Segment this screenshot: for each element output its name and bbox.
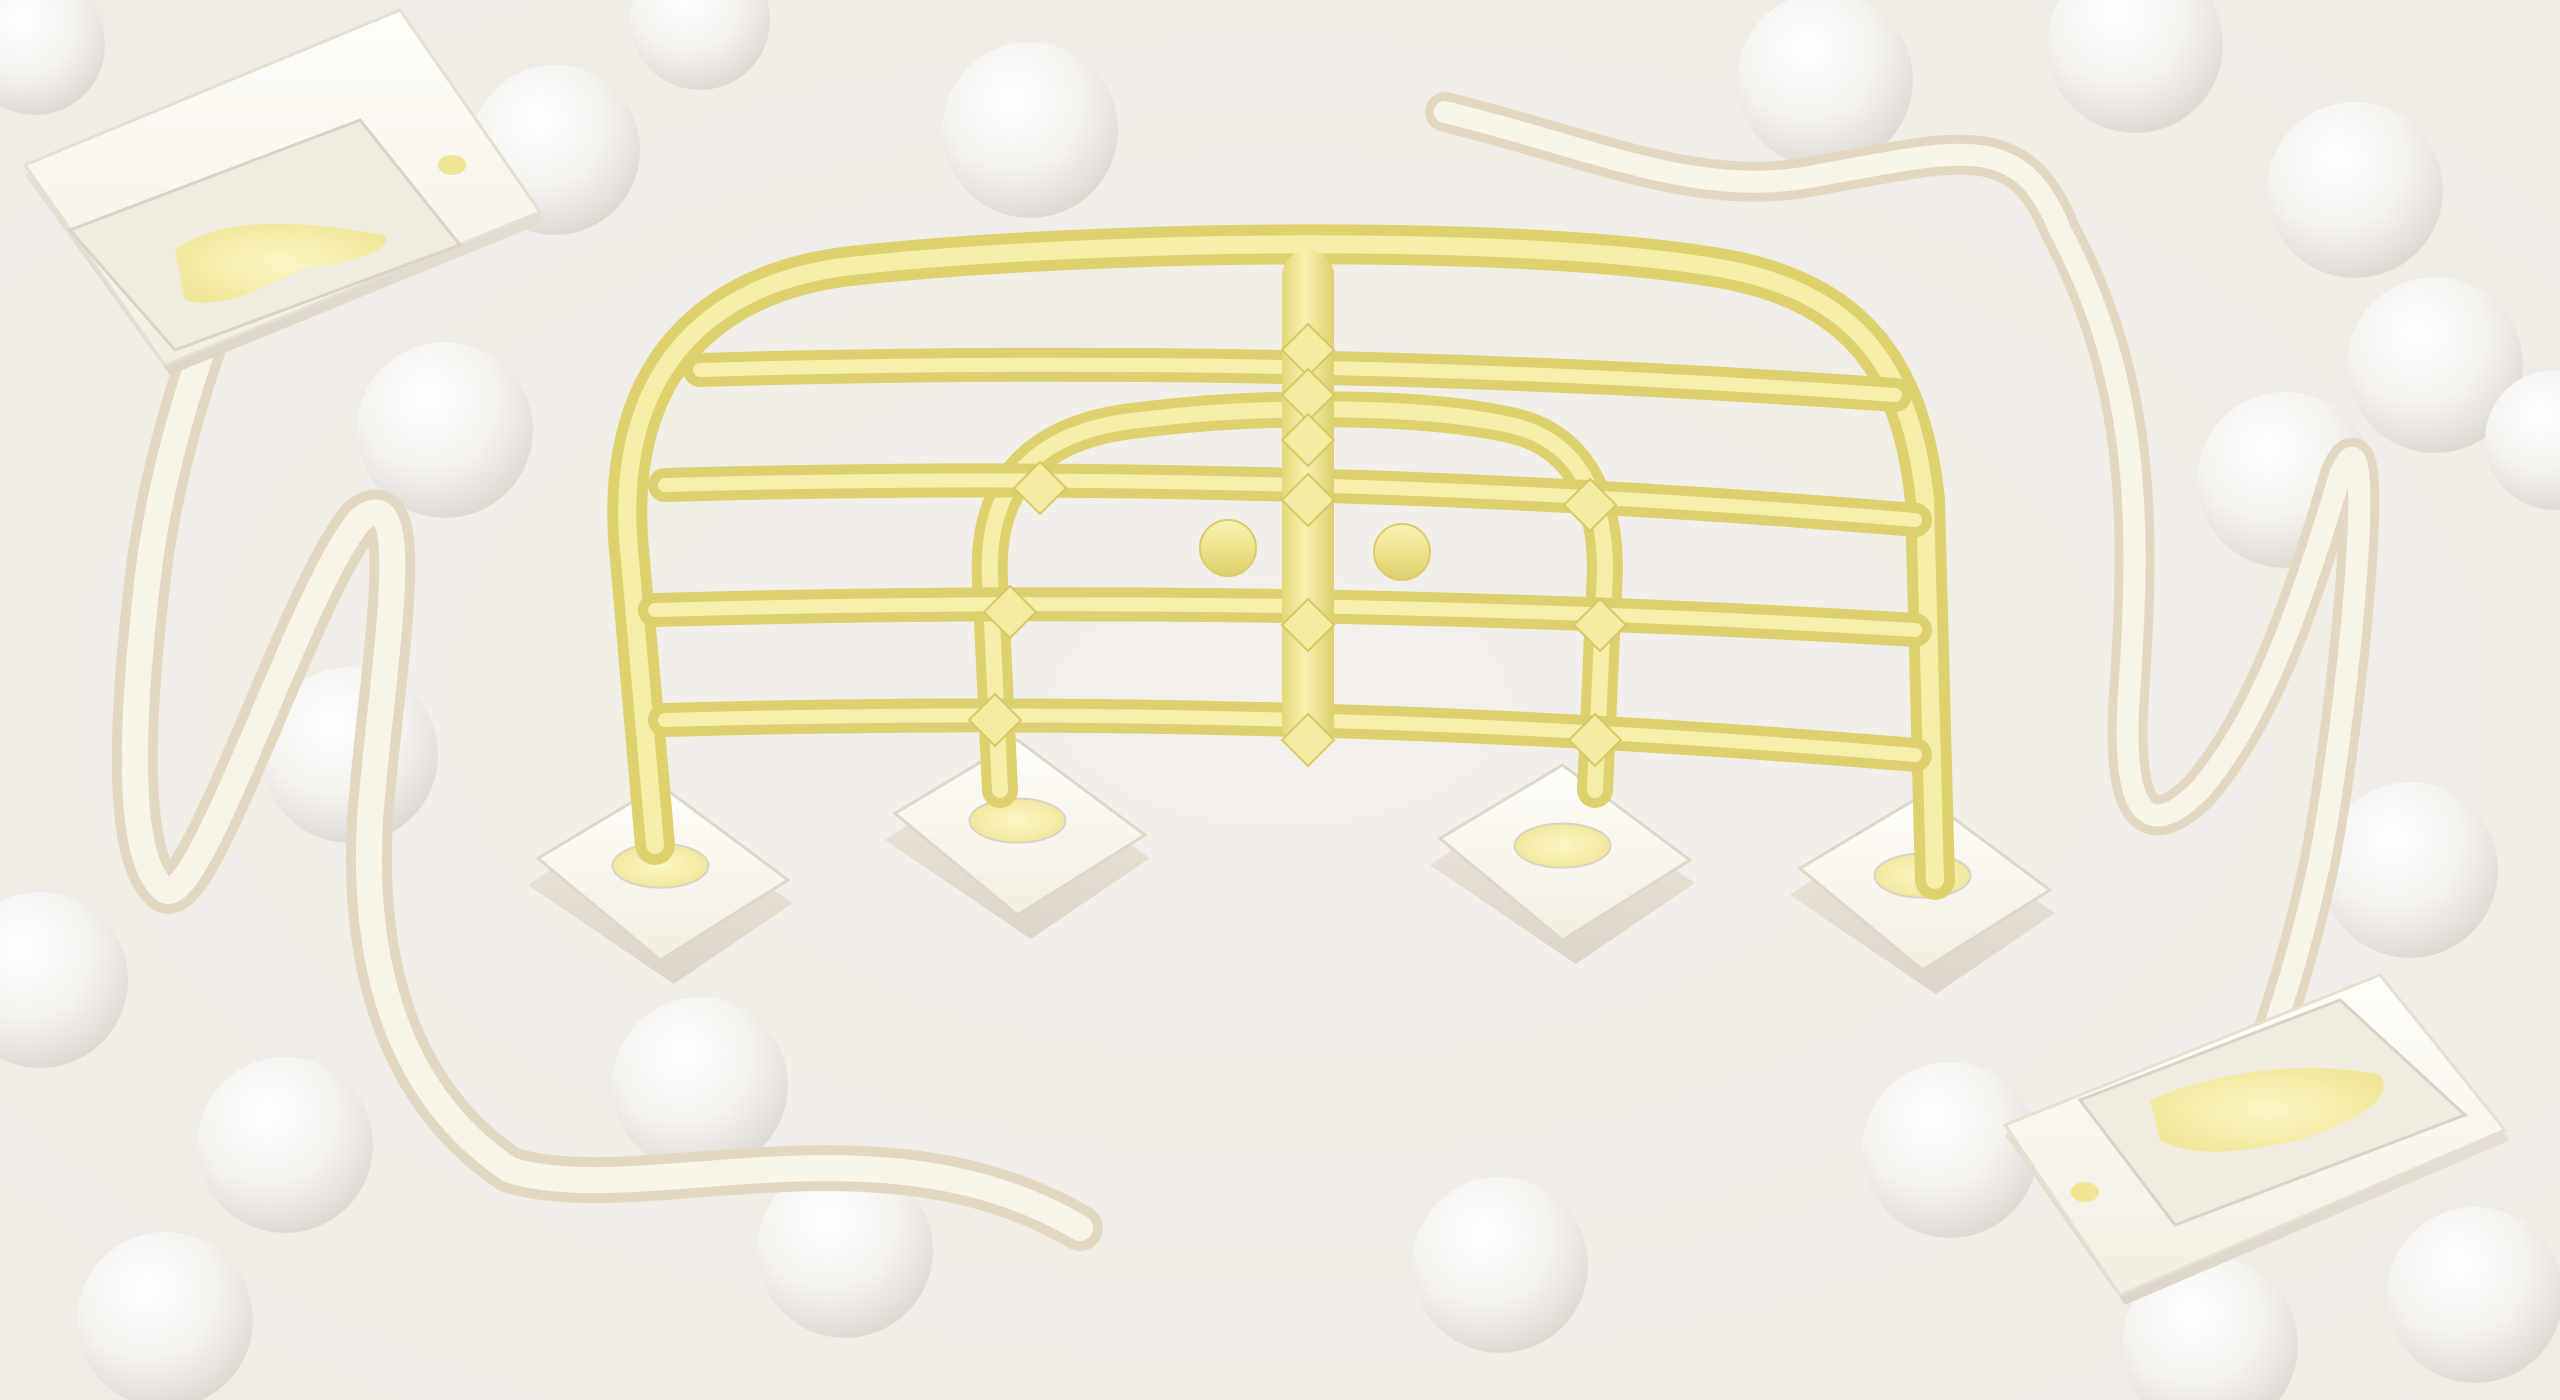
sphere-4 xyxy=(942,42,1118,218)
sphere-17 xyxy=(1862,1062,2038,1238)
fence-joint-8 xyxy=(982,584,1038,640)
fence-joint-12 xyxy=(1567,712,1623,768)
sphere-21 xyxy=(2387,1207,2560,1383)
sphere-19 xyxy=(1412,1177,1588,1353)
fence-joints xyxy=(967,322,1628,768)
sphere-7 xyxy=(2267,102,2443,278)
fence-joint-10 xyxy=(1562,477,1618,533)
fence-joint-5 xyxy=(1280,597,1336,653)
plug-bottom-right xyxy=(2002,973,2510,1305)
sphere-8 xyxy=(2347,277,2523,453)
fence-joint-4 xyxy=(1280,472,1336,528)
sphere-6 xyxy=(2047,0,2223,133)
fence-joint-11 xyxy=(1572,597,1628,653)
cables-group xyxy=(111,92,2380,1251)
fence-ball-right xyxy=(1373,523,1431,581)
fence-base-2 xyxy=(885,738,1150,939)
sphere-1 xyxy=(0,0,105,115)
plug-socket-glow xyxy=(175,223,387,303)
plug-socket-glow-2 xyxy=(2150,1068,2384,1152)
fence xyxy=(607,224,1955,900)
sphere-20 xyxy=(2122,1257,2298,1400)
sphere-22 xyxy=(77,1232,253,1400)
cable-right-highlight xyxy=(1434,101,2371,1131)
fence-joint-3 xyxy=(1280,412,1336,468)
fence-joint-6 xyxy=(1280,712,1336,768)
sphere-13 xyxy=(2322,782,2498,958)
fence-base-3 xyxy=(1430,763,1695,964)
fence-joint-9 xyxy=(967,692,1023,748)
sphere-5 xyxy=(1737,0,1913,168)
fence-base-1 xyxy=(528,783,793,984)
plug-top-left xyxy=(22,8,545,375)
sphere-2 xyxy=(630,0,770,90)
sphere-18 xyxy=(757,1162,933,1338)
fence-ball-left xyxy=(1199,519,1257,577)
sphere-16 xyxy=(197,1057,373,1233)
sphere-15 xyxy=(612,997,788,1173)
sphere-10 xyxy=(2485,370,2560,510)
sphere-14 xyxy=(0,892,128,1068)
cable-left-highlight xyxy=(121,207,1093,1241)
fence-joint-7 xyxy=(1012,460,1068,516)
sphere-11 xyxy=(357,342,533,518)
